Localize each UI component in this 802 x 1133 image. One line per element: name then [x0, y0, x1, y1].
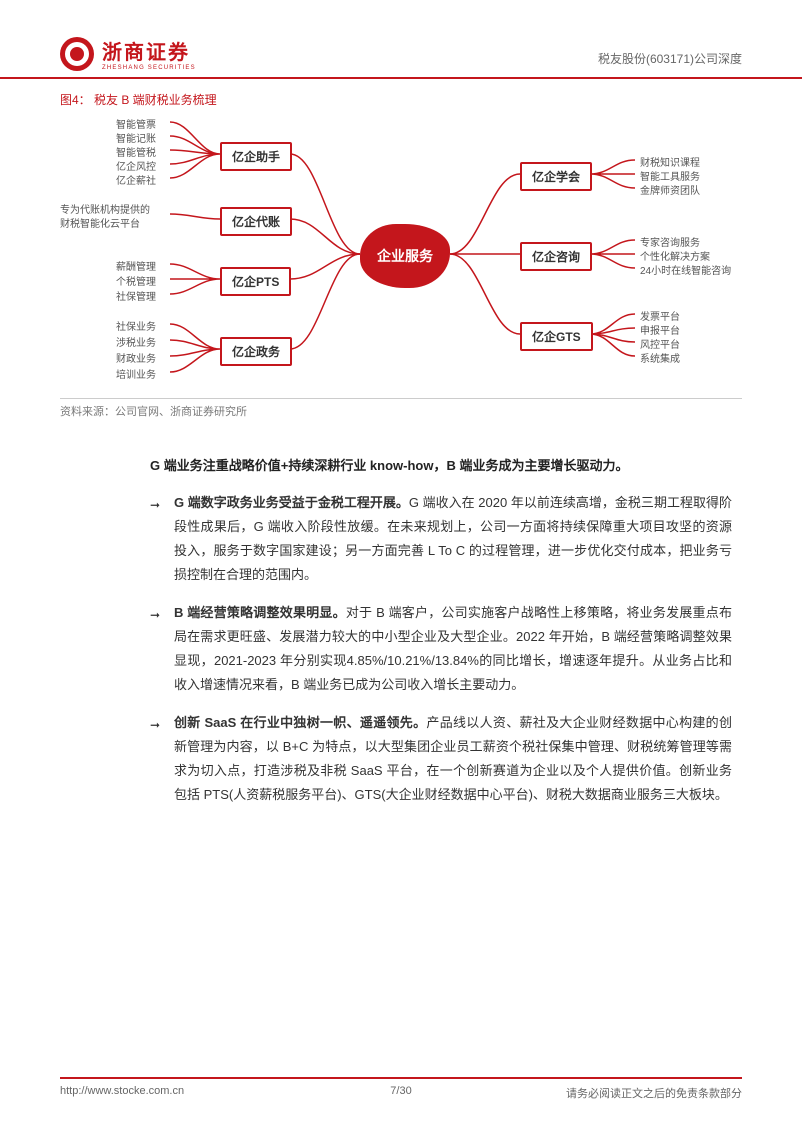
center-node: 企业服务: [360, 224, 450, 288]
bullet-bold: G 端数字政务业务受益于金税工程开展。: [174, 495, 409, 510]
content-area: 图4： 税友 B 端财税业务梳理 企业服务 亿企助手 亿企代账 亿企PT: [0, 79, 802, 807]
leaf: 专家咨询服务: [640, 234, 700, 249]
header-right-text: 税友股份(603171)公司深度: [598, 36, 742, 67]
leaf: 24小时在线智能咨询: [640, 262, 731, 277]
footer-page: 7/30: [390, 1085, 411, 1097]
logo-block: 浙商证券 ZHESHANG SECURITIES: [60, 36, 196, 71]
figure-title: 图4： 税友 B 端财税业务梳理: [60, 91, 742, 108]
bullet-item-1: B 端经营策略调整效果明显。对于 B 端客户，公司实施客户战略性上移策略，将业务…: [150, 601, 732, 697]
leaf: 财政业务: [116, 350, 156, 365]
logo-cn: 浙商证券: [102, 36, 196, 65]
leaf-desc-line2: 财税智能化云平台: [60, 219, 140, 230]
node-right-0: 亿企学会: [520, 162, 592, 191]
footer-disclaimer: 请务必阅读正文之后的免责条款部分: [566, 1085, 742, 1101]
leaf: 财税知识课程: [640, 154, 700, 169]
leaf: 涉税业务: [116, 334, 156, 349]
leaf: 风控平台: [640, 336, 680, 351]
leaf: 智能工具服务: [640, 168, 700, 183]
node-right-1: 亿企咨询: [520, 242, 592, 271]
leaf: 金牌师资团队: [640, 182, 700, 197]
leaf: 个性化解决方案: [640, 248, 710, 263]
node-left-3: 亿企政务: [220, 337, 292, 366]
leaf: 智能管税: [116, 144, 156, 159]
logo-en: ZHESHANG SECURITIES: [102, 65, 196, 71]
leaf: 社保业务: [116, 318, 156, 333]
bullet-bold: 创新 SaaS 在行业中独树一帜、遥遥领先。: [174, 715, 426, 730]
leaf: 培训业务: [116, 366, 156, 381]
body-text: G 端业务注重战略价值+持续深耕行业 know-how，B 端业务成为主要增长驱…: [60, 419, 742, 807]
page-footer: http://www.stocke.com.cn 7/30 请务必阅读正文之后的…: [60, 1077, 742, 1101]
bullet-item-2: 创新 SaaS 在行业中独树一帜、遥遥领先。产品线以人资、薪社及大企业财经数据中…: [150, 711, 732, 807]
leaf: 发票平台: [640, 308, 680, 323]
leaf-desc: 专为代账机构提供的 财税智能化云平台: [60, 204, 170, 232]
leaf: 亿企薪社: [116, 172, 156, 187]
leaf: 智能管票: [116, 116, 156, 131]
lead-paragraph: G 端业务注重战略价值+持续深耕行业 know-how，B 端业务成为主要增长驱…: [150, 455, 732, 477]
logo-text: 浙商证券 ZHESHANG SECURITIES: [102, 36, 196, 71]
footer-url: http://www.stocke.com.cn: [60, 1085, 184, 1101]
bullet-bold: B 端经营策略调整效果明显。: [174, 605, 346, 620]
leaf: 个税管理: [116, 273, 156, 288]
logo-icon: [60, 37, 94, 71]
leaf: 薪酬管理: [116, 258, 156, 273]
node-left-2: 亿企PTS: [220, 267, 291, 296]
bullet-item-0: G 端数字政务业务受益于金税工程开展。G 端收入在 2020 年以前连续高增，金…: [150, 491, 732, 587]
node-right-2: 亿企GTS: [520, 322, 593, 351]
page-header: 浙商证券 ZHESHANG SECURITIES 税友股份(603171)公司深…: [0, 0, 802, 79]
leaf: 申报平台: [640, 322, 680, 337]
figure-source: 资料来源：公司官网、浙商证券研究所: [60, 398, 742, 419]
leaf-desc-line1: 专为代账机构提供的: [60, 205, 150, 216]
mindmap-diagram: 企业服务 亿企助手 亿企代账 亿企PTS 亿企政务 智能管票 智能记账 智能管税…: [60, 114, 740, 394]
node-left-1: 亿企代账: [220, 207, 292, 236]
leaf: 智能记账: [116, 130, 156, 145]
leaf: 社保管理: [116, 288, 156, 303]
leaf: 亿企风控: [116, 158, 156, 173]
leaf: 系统集成: [640, 350, 680, 365]
node-left-0: 亿企助手: [220, 142, 292, 171]
